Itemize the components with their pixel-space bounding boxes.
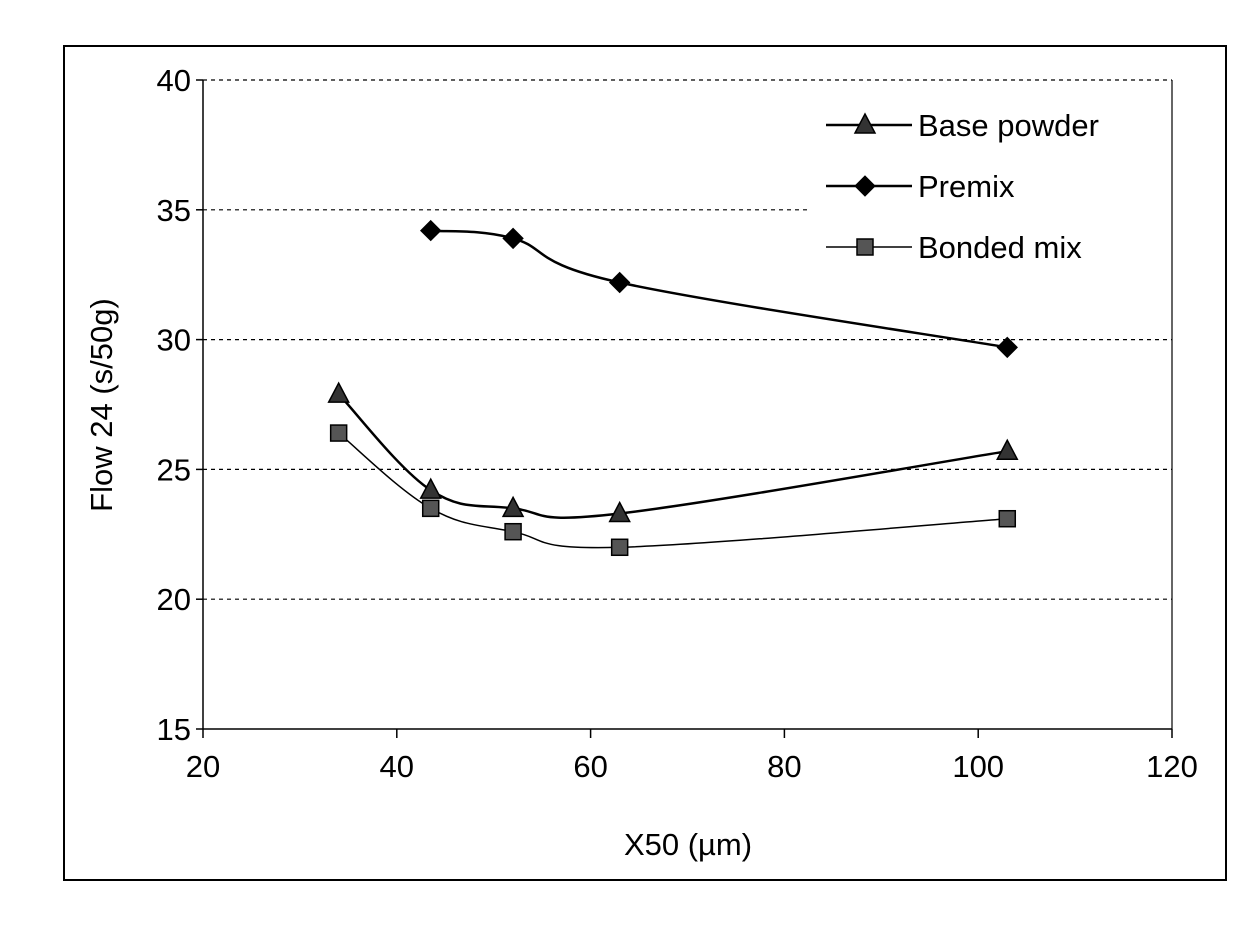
y-tick-label-20: 20 (157, 582, 191, 617)
legend-label-premix: Premix (918, 169, 1015, 204)
x-tick-label-60: 60 (573, 749, 607, 784)
chart: 15202530354020406080100120 Base powderPr… (0, 0, 1260, 930)
y-tick-label-30: 30 (157, 323, 191, 358)
data-point-bonded-mix-0 (331, 425, 347, 441)
legend-label-bonded-mix: Bonded mix (918, 230, 1082, 265)
legend-swatch-marker-bonded-mix (857, 239, 873, 255)
y-tick-label-25: 25 (157, 452, 191, 487)
x-tick-label-80: 80 (767, 749, 801, 784)
x-tick-label-120: 120 (1146, 749, 1198, 784)
y-tick-label-35: 35 (157, 193, 191, 228)
y-axis-title: Flow 24 (s/50g) (84, 298, 119, 512)
y-tick-label-15: 15 (157, 712, 191, 747)
chart-svg: 15202530354020406080100120 Base powderPr… (0, 0, 1260, 930)
x-tick-label-40: 40 (380, 749, 414, 784)
y-tick-label-40: 40 (157, 63, 191, 98)
x-tick-label-100: 100 (952, 749, 1004, 784)
data-point-bonded-mix-1 (423, 500, 439, 516)
x-axis-title: X50 (µm) (624, 827, 752, 862)
x-tick-label-20: 20 (186, 749, 220, 784)
outer-frame (64, 46, 1226, 880)
data-point-bonded-mix-3 (612, 539, 628, 555)
data-point-bonded-mix-2 (505, 524, 521, 540)
legend-label-base-powder: Base powder (918, 108, 1099, 143)
data-point-bonded-mix-4 (999, 511, 1015, 527)
